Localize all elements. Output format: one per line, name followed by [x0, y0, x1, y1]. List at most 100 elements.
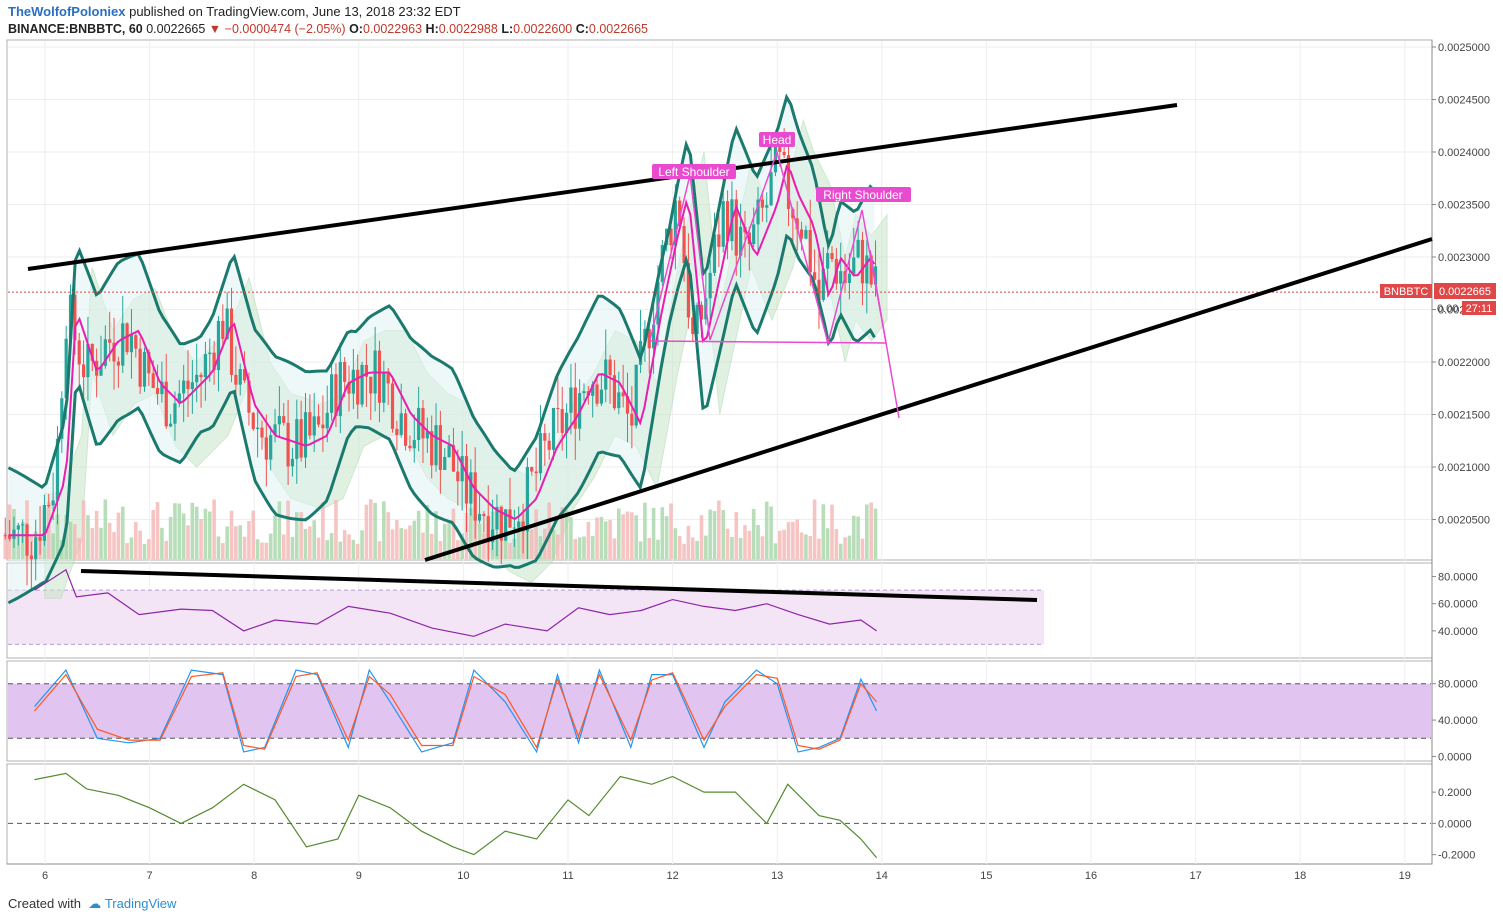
candle-body	[129, 335, 134, 353]
candle-body	[147, 351, 151, 374]
candle-body	[717, 234, 721, 247]
volume-bar	[99, 527, 103, 559]
candle-body	[229, 308, 234, 375]
osc-pane[interactable]	[6, 763, 1433, 865]
head-label[interactable]: Head	[759, 132, 795, 147]
candle-body	[573, 387, 577, 429]
candle-body	[560, 409, 564, 433]
candle-body	[273, 424, 277, 436]
candle-body	[691, 317, 695, 335]
volume-bar	[551, 529, 556, 559]
right-shoulder-text: Right Shoulder	[823, 188, 902, 202]
candle-body	[351, 369, 355, 394]
volume-bar	[399, 528, 404, 559]
symbol-tag-text: BNBBTC	[1384, 286, 1429, 298]
volume-bar	[769, 506, 773, 559]
trend-drawings[interactable]	[27, 103, 1433, 602]
candle-body	[599, 389, 603, 404]
volume-bar	[203, 508, 208, 559]
candle-body	[517, 521, 521, 528]
candle-body	[295, 419, 299, 459]
candle-body	[99, 365, 103, 376]
candle-body	[334, 374, 338, 417]
candle-body	[430, 431, 434, 466]
low-value: 0.0022600	[513, 22, 573, 36]
left-shoulder-label[interactable]: Left Shoulder	[652, 164, 736, 179]
volume-bar	[795, 519, 799, 559]
high-label: H:	[425, 22, 439, 36]
volume-bar	[329, 533, 334, 559]
volume-bar	[342, 530, 347, 559]
candle-body	[669, 228, 673, 246]
volume-bar	[873, 508, 878, 559]
volume-bar	[294, 512, 299, 559]
volume-bar	[112, 532, 116, 559]
volume-bar	[268, 533, 273, 559]
candle-body	[208, 352, 212, 355]
volume-bar	[181, 513, 186, 559]
volume-bar	[851, 515, 856, 559]
volume-bar	[368, 499, 373, 559]
last-price: 0.0022665	[146, 22, 206, 36]
volume-bar	[760, 536, 765, 559]
candle-body	[547, 440, 551, 450]
candle-body	[73, 294, 77, 341]
y-tick-label: 0.0000	[1438, 751, 1472, 763]
candle-body	[51, 500, 55, 506]
volume-bar	[81, 500, 86, 559]
candle-body	[121, 323, 125, 366]
volume-bar	[638, 541, 643, 559]
volume-bar	[408, 525, 412, 559]
volume-bar	[577, 537, 582, 559]
candle-body	[421, 407, 425, 439]
volume-bar	[129, 537, 134, 559]
volume-bar	[651, 507, 656, 559]
candle-body	[169, 423, 173, 427]
candle-body	[852, 257, 856, 274]
candle-body	[595, 384, 599, 404]
candle-body	[134, 335, 138, 349]
volume-bar	[625, 511, 630, 559]
volume-bar	[712, 511, 717, 559]
candle-body	[873, 266, 878, 285]
volume-bar	[125, 543, 129, 559]
candle-body	[125, 323, 129, 353]
candle-body	[356, 369, 360, 405]
candle-body	[425, 431, 429, 439]
volume-bar	[277, 501, 282, 559]
volume-bar	[725, 528, 730, 559]
volume-bar	[534, 509, 538, 559]
volume-bar	[482, 533, 486, 559]
volume-bar	[390, 529, 395, 559]
candle-body	[769, 172, 773, 206]
candle-body	[721, 201, 725, 247]
volume-bar	[403, 529, 408, 559]
candle-body	[739, 226, 743, 256]
candle-body	[417, 407, 421, 441]
rsi-band	[8, 590, 1044, 645]
candle-body	[195, 374, 199, 383]
volume-bar	[386, 512, 390, 559]
volume-bar	[347, 534, 351, 559]
right-shoulder-label[interactable]: Right Shoulder	[816, 187, 911, 202]
symbol-price-tag: BNBBTC 0.0022665 0.00 27:11	[1380, 283, 1496, 315]
volume-bar	[516, 521, 521, 559]
candle-body	[712, 234, 717, 273]
volume-bar	[690, 537, 695, 559]
volume-bar	[120, 506, 125, 559]
volume-bar	[821, 504, 826, 559]
x-tick-label: 10	[457, 870, 469, 882]
volume-bar	[225, 526, 229, 559]
volume-bar	[464, 512, 469, 559]
candle-body	[630, 413, 634, 426]
volume-bar	[395, 520, 399, 559]
candle-body	[151, 373, 155, 388]
y-tick-label: 80.0000	[1438, 679, 1478, 691]
candle-body	[55, 438, 60, 501]
volume-bar	[777, 530, 782, 559]
candle-body	[865, 255, 869, 284]
tradingview-brand[interactable]: TradingView	[104, 896, 177, 911]
candle-body	[77, 340, 81, 365]
author-name[interactable]: TheWolfofPoloniex	[8, 4, 126, 19]
